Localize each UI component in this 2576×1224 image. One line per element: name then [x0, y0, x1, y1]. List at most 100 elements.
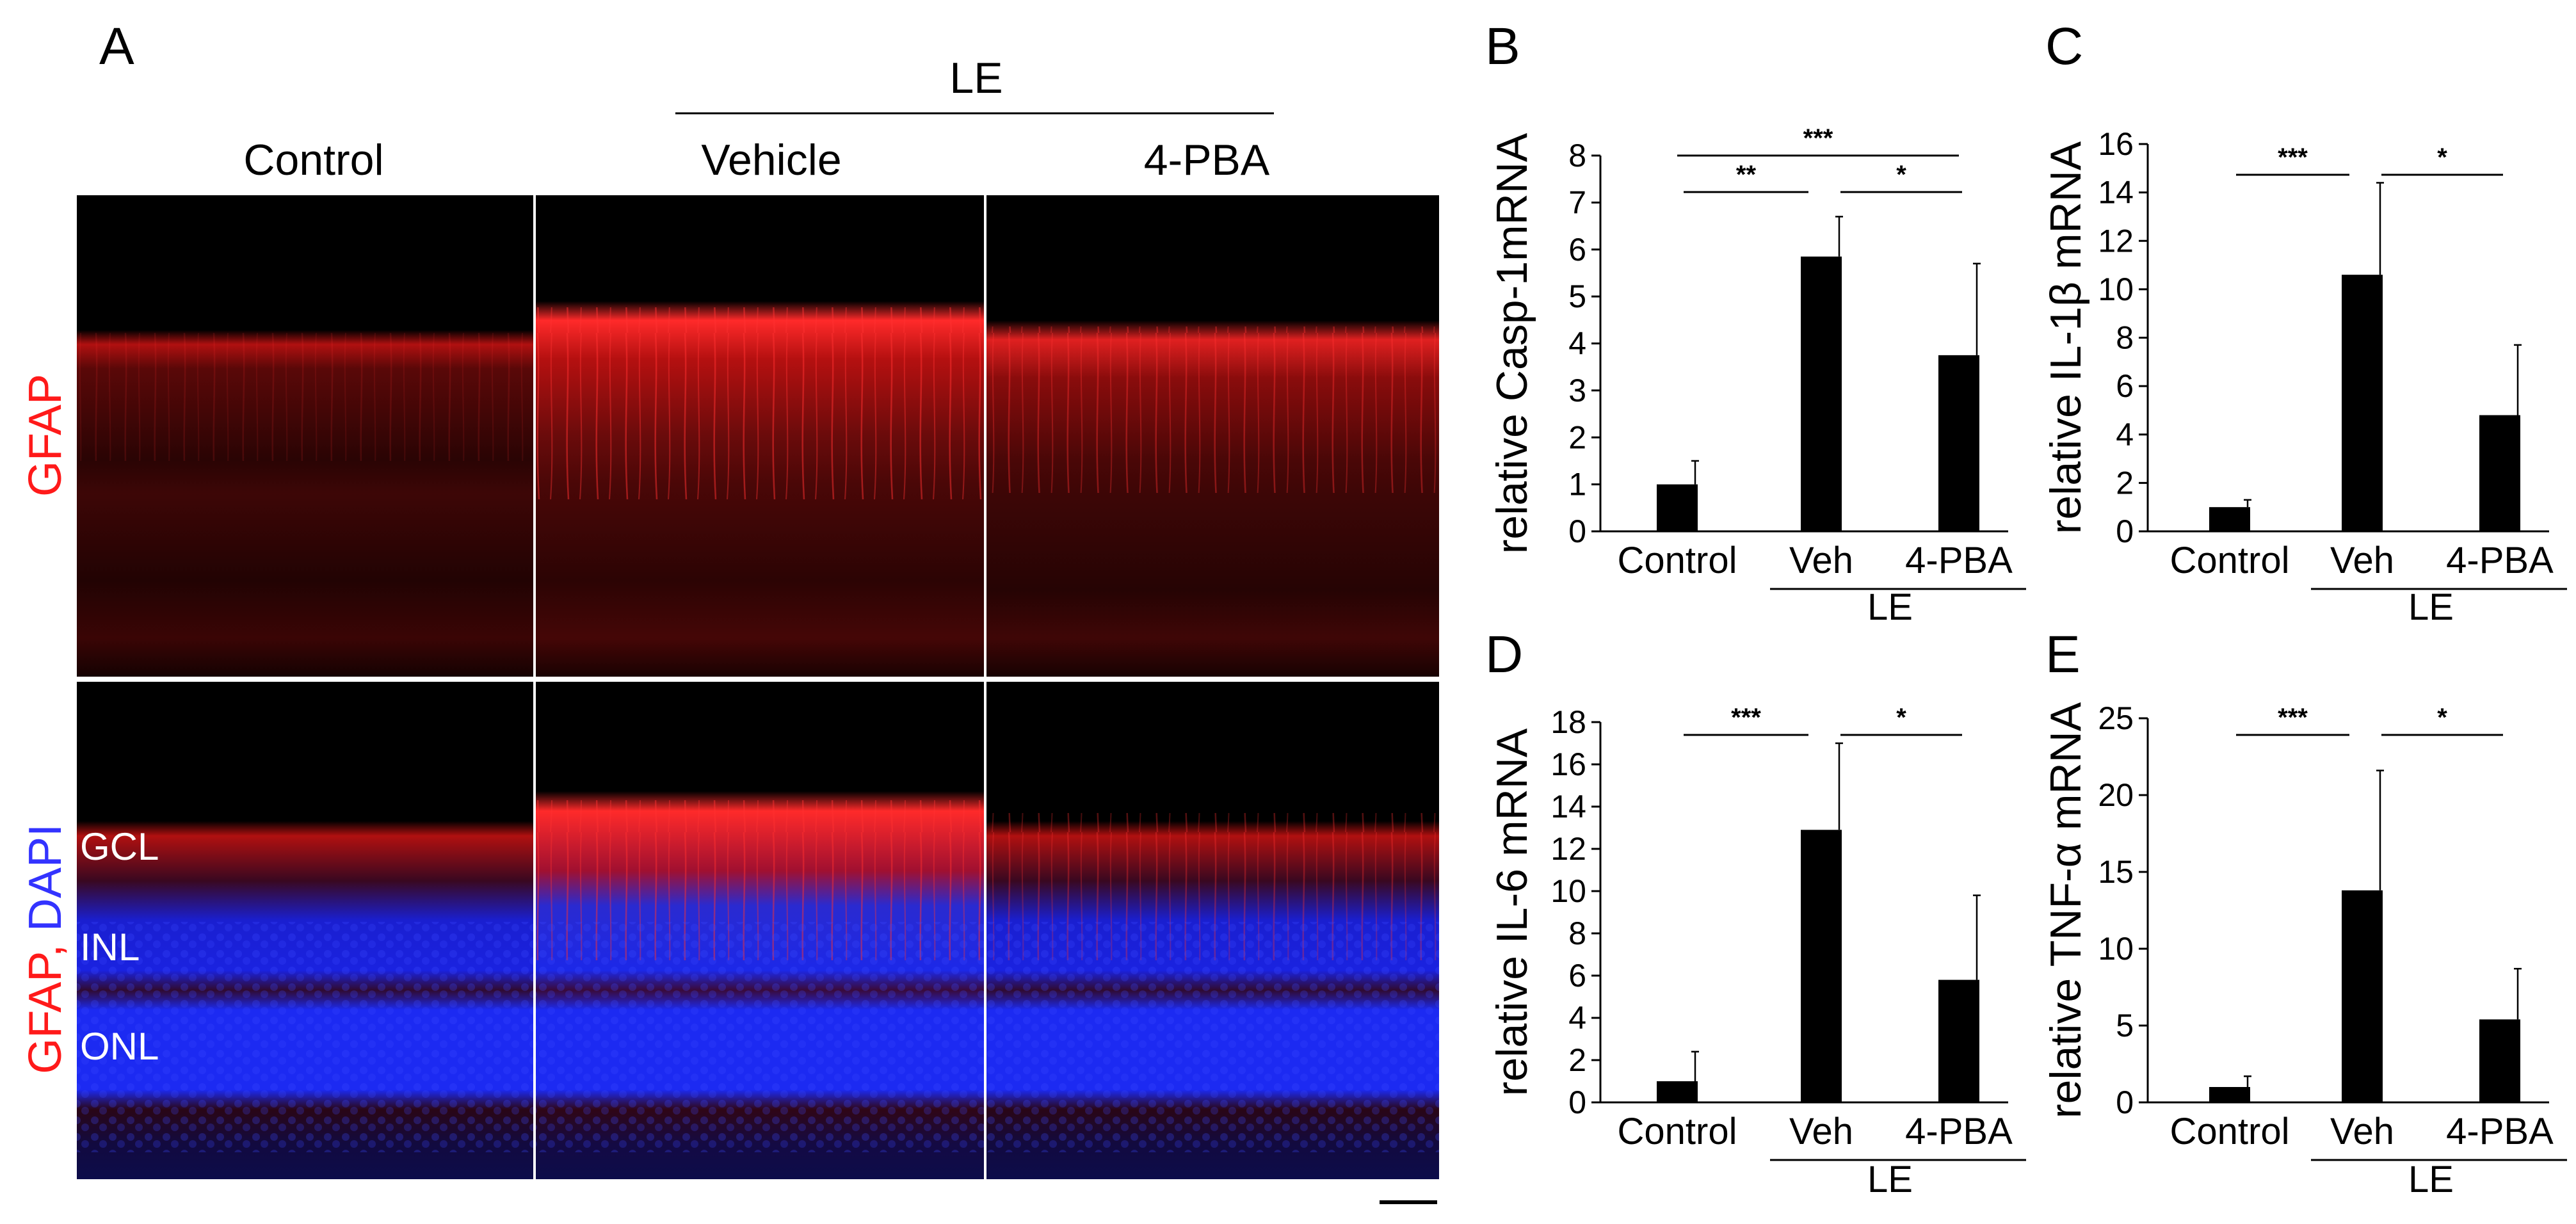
sig-label-c-1: * [2437, 143, 2447, 172]
y-tick-label-b-1: 1 [1568, 467, 1586, 503]
nuclei-vehicle [536, 922, 984, 1152]
y-tick-label-e-4: 20 [2098, 777, 2134, 813]
y-tick-label-e-2: 10 [2098, 931, 2134, 967]
layer-label-inl: INL [80, 926, 140, 969]
y-tick-label-d-2: 4 [1568, 1000, 1586, 1036]
bar-b-0 [1657, 484, 1698, 531]
sig-label-b-0: ** [1736, 161, 1757, 189]
bar-d-1 [1801, 830, 1842, 1102]
bar-d-2 [1938, 979, 1979, 1102]
bar-b-2 [1938, 355, 1979, 531]
sig-label-e-1: * [2437, 704, 2447, 732]
glia-fibers-vehicle [536, 307, 984, 499]
column-label-vehicle: Vehicle [701, 136, 841, 184]
y-tick-label-c-4: 8 [2116, 320, 2134, 356]
y-tick-label-c-6: 12 [2098, 223, 2134, 259]
group-label-b: LE [1867, 586, 1913, 628]
micrograph-row-gfap [77, 195, 1439, 677]
category-label-d-1: Veh [1789, 1111, 1853, 1152]
chart-b: B 0 1 2 3 4 5 6 7 8 relative Casp-1mRNA Control Veh 4… [1485, 17, 2026, 628]
bar-e-2 [2479, 1019, 2520, 1102]
y-tick-label-c-8: 16 [2098, 126, 2134, 162]
nuclei-control [77, 922, 533, 1152]
y-tick-label-d-9: 18 [1550, 704, 1586, 740]
category-label-d-0: Control [1618, 1111, 1737, 1152]
panel-letter-e: E [2045, 625, 2081, 684]
y-tick-label-c-1: 2 [2116, 465, 2134, 501]
y-tick-label-d-8: 16 [1550, 746, 1586, 782]
y-tick-label-c-7: 14 [2098, 175, 2134, 211]
category-label-c-2: 4-PBA [2446, 540, 2554, 581]
panel-letter-c: C [2045, 17, 2083, 76]
glia-fibers-control [77, 333, 533, 461]
sig-label-b-2: *** [1803, 124, 1833, 152]
y-axis-label-b: relative Casp-1mRNA [1488, 133, 1536, 554]
category-label-e-1: Veh [2330, 1111, 2394, 1152]
y-tick-label-d-7: 14 [1550, 789, 1586, 825]
group-label-e: LE [2408, 1159, 2454, 1200]
micrograph-row-merge [77, 682, 1439, 1179]
y-tick-label-b-3: 3 [1568, 373, 1586, 408]
column-label-4pba: 4-PBA [1144, 136, 1270, 184]
group-label-d: LE [1867, 1159, 1913, 1200]
panel-letter-a: A [99, 17, 134, 76]
y-tick-label-e-0: 0 [2116, 1084, 2134, 1120]
category-label-c-1: Veh [2330, 540, 2394, 581]
panel-letter-b: B [1485, 17, 1520, 76]
layer-label-gcl: GCL [80, 825, 159, 868]
y-tick-label-c-2: 4 [2116, 417, 2134, 453]
sig-label-e-0: *** [2278, 704, 2308, 732]
y-tick-label-b-5: 5 [1568, 278, 1586, 314]
y-tick-label-b-2: 2 [1568, 419, 1586, 455]
y-tick-label-b-4: 4 [1568, 326, 1586, 362]
layer-label-onl: ONL [80, 1025, 159, 1068]
y-axis-label-d: relative IL-6 mRNA [1488, 728, 1536, 1096]
y-tick-label-c-5: 10 [2098, 271, 2134, 307]
category-label-b-0: Control [1618, 540, 1737, 581]
row-label-merge-dapi: DAPI [20, 824, 71, 931]
y-tick-label-c-3: 6 [2116, 368, 2134, 404]
sig-label-d-1: * [1896, 704, 1906, 732]
chart-d: D 0 2 4 6 8 10 12 14 16 18 relative IL-6 mRNA Contro… [1485, 625, 2026, 1200]
y-tick-label-b-0: 0 [1568, 513, 1586, 549]
panel-letter-d: D [1485, 625, 1523, 684]
category-label-c-0: Control [2170, 540, 2290, 581]
bar-e-1 [2342, 890, 2383, 1102]
y-tick-label-c-0: 0 [2116, 513, 2134, 549]
y-tick-label-d-6: 12 [1550, 831, 1586, 867]
y-axis-label-e: relative TNF-α mRNA [2041, 702, 2090, 1118]
category-label-e-2: 4-PBA [2446, 1111, 2554, 1152]
sig-label-d-0: *** [1731, 704, 1761, 732]
le-group-header: LE [949, 54, 1002, 102]
y-tick-label-e-1: 5 [2116, 1008, 2134, 1043]
y-tick-label-d-4: 8 [1568, 915, 1586, 951]
row-label-merge: GFAP, DAPI [20, 824, 71, 1074]
bar-b-1 [1801, 256, 1842, 531]
y-tick-label-d-0: 0 [1568, 1084, 1586, 1120]
y-tick-label-d-1: 2 [1568, 1042, 1586, 1078]
sig-label-c-0: *** [2278, 143, 2308, 172]
panel-a-micrographs: A LE Control Vehicle 4-PBA GFAP [20, 17, 1439, 1204]
category-label-b-2: 4-PBA [1905, 540, 2013, 581]
y-tick-label-b-7: 7 [1568, 184, 1586, 220]
bar-d-0 [1657, 1081, 1698, 1102]
bar-c-2 [2479, 415, 2520, 531]
glia-fibers-4pba [986, 326, 1439, 493]
y-tick-label-d-3: 6 [1568, 958, 1586, 994]
y-tick-label-d-5: 10 [1550, 873, 1586, 909]
bar-e-0 [2209, 1087, 2250, 1102]
sig-label-b-1: * [1896, 161, 1906, 189]
column-label-control: Control [243, 136, 383, 184]
y-tick-label-e-3: 15 [2098, 854, 2134, 890]
category-label-d-2: 4-PBA [1905, 1111, 2013, 1152]
nuclei-4pba [986, 922, 1439, 1152]
category-label-b-1: Veh [1789, 540, 1853, 581]
bar-c-0 [2209, 507, 2250, 531]
y-tick-label-b-8: 8 [1568, 138, 1586, 173]
bar-c-1 [2342, 275, 2383, 531]
group-label-c: LE [2408, 586, 2454, 628]
